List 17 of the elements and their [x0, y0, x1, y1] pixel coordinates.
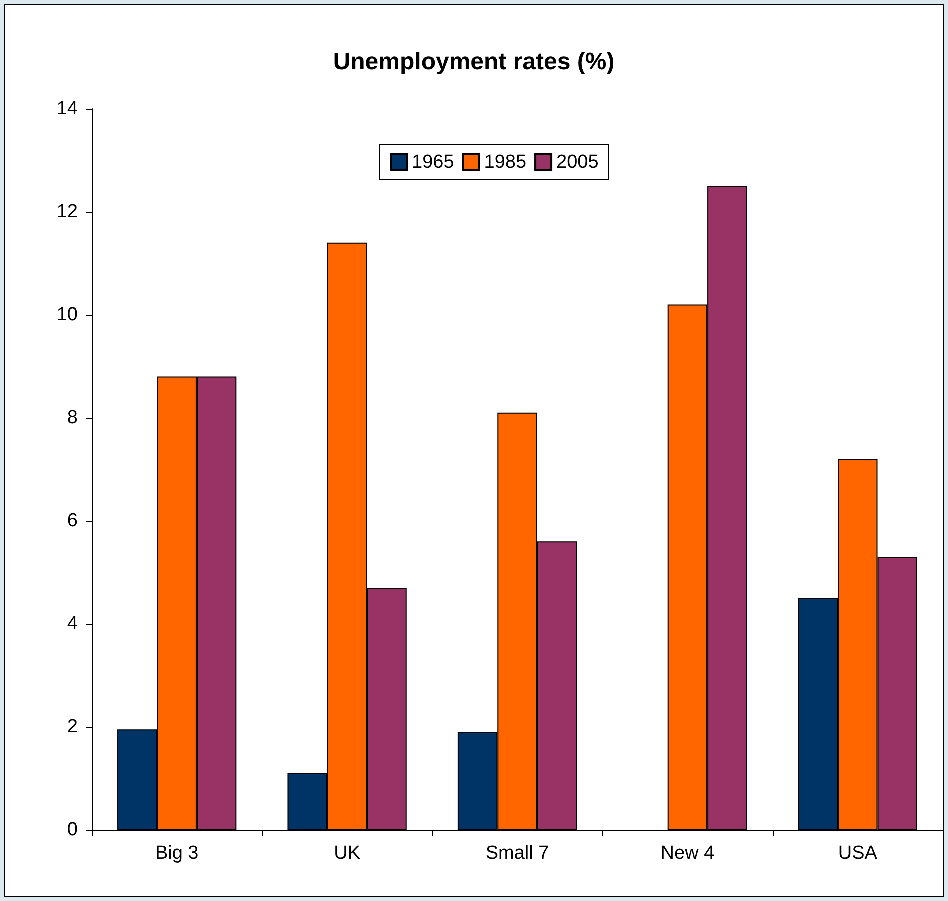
- x-tick-label: New 4: [660, 843, 716, 864]
- x-tick-label: Small 7: [486, 843, 550, 864]
- y-tick-label: 2: [67, 716, 78, 738]
- x-tick-label: USA: [838, 843, 878, 864]
- y-tick-label: 4: [67, 614, 78, 634]
- x-tick-label: UK: [334, 843, 361, 864]
- y-tick-label: 10: [56, 304, 78, 326]
- chart-title: Unemployment rates (%): [333, 48, 615, 76]
- y-tick-label: 12: [56, 202, 78, 222]
- legend-label: 2005: [556, 152, 599, 173]
- y-tick-label: 14: [56, 98, 78, 120]
- y-tick-label: 6: [67, 510, 78, 532]
- legend-label: 1985: [484, 152, 527, 173]
- y-tick-label: 0: [67, 820, 78, 840]
- x-tick-label: Big 3: [155, 843, 199, 864]
- y-tick-label: 8: [67, 408, 78, 428]
- legend-label: 1965: [412, 152, 454, 173]
